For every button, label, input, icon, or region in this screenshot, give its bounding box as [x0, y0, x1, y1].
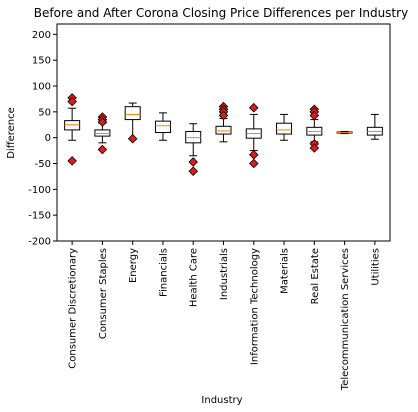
outlier-point — [67, 156, 77, 166]
iqr-box — [154, 120, 171, 133]
iqr-box — [64, 120, 81, 131]
outlier-point — [188, 157, 198, 167]
y-tick-label: -50 — [35, 159, 51, 170]
y-tick-label: -100 — [28, 185, 51, 196]
iqr-box — [124, 106, 141, 121]
x-tick-label: Industrials — [219, 248, 230, 300]
iqr-box — [215, 125, 232, 135]
y-tick-label: -200 — [28, 237, 51, 248]
outlier-point — [97, 117, 108, 127]
x-tick-label: Utilities — [370, 248, 381, 286]
outlier-point — [249, 102, 259, 113]
outlier-point — [218, 110, 229, 121]
x-tick-label: Real Estate — [310, 248, 321, 304]
outlier-point — [249, 149, 259, 160]
x-tick-label: Consumer Discretionary — [68, 248, 79, 369]
y-tick-label: 100 — [32, 82, 51, 93]
y-axis-label: Difference — [6, 107, 17, 159]
outlier-point — [309, 143, 320, 153]
x-tick-label: Health Care — [189, 248, 200, 307]
outlier-point — [67, 96, 77, 107]
outlier-point — [127, 133, 138, 144]
outlier-point — [309, 110, 320, 121]
x-tick-label: Consumer Staples — [98, 248, 109, 339]
x-tick-label: Materials — [280, 248, 291, 294]
chart-title: Before and After Corona Closing Price Di… — [34, 6, 408, 20]
iqr-box — [276, 122, 293, 135]
y-tick-label: 0 — [45, 133, 51, 144]
y-tick-label: 50 — [38, 107, 51, 118]
outlier-point — [249, 158, 259, 169]
outlier-point — [188, 166, 198, 177]
y-tick-label: 150 — [32, 56, 51, 67]
outlier-point — [97, 144, 108, 155]
x-tick-label: Information Technology — [249, 248, 260, 365]
x-tick-label: Energy — [128, 248, 139, 283]
iqr-box — [185, 130, 202, 144]
plot-area: -200 -150 -100 -50 0 50 100 150 200 Consumer Disc… — [28, 23, 391, 391]
x-tick-label: Financials — [158, 248, 169, 297]
y-tick-label: 200 — [32, 30, 51, 41]
x-axis-label: Industry — [201, 395, 242, 406]
iqr-box — [94, 129, 111, 137]
y-tick-label: -150 — [28, 211, 51, 222]
x-tick-label: Telecommunication Services — [340, 248, 351, 391]
